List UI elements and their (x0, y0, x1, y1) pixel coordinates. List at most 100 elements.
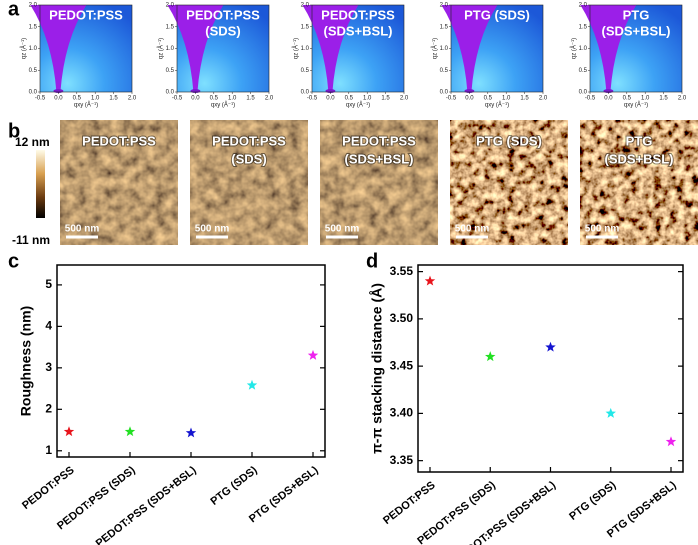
x-tick-label: PEDOT:PSS (SDS+BSL) (94, 464, 199, 545)
y-tick-label: 2.0 (301, 3, 310, 9)
x-tick-label: 1.0 (363, 96, 372, 102)
y-tick-label: 0.0 (579, 90, 588, 96)
colorbar-max: 12 nm (15, 135, 50, 149)
x-tick-label: 0.5 (623, 96, 632, 102)
y-tick-label: 1.5 (29, 24, 38, 30)
image-title: (SDS+BSL) (602, 23, 671, 38)
y-tick-label: 0.5 (579, 68, 588, 74)
star-point (485, 351, 496, 362)
afm-image (60, 120, 178, 245)
y-tick-label: 3.35 (390, 453, 414, 467)
panel-label: a (8, 0, 20, 20)
x-tick-label: 0.0 (326, 96, 335, 102)
x-tick-label: 1.5 (109, 96, 118, 102)
scale-bar-label: 500 nm (65, 224, 100, 235)
x-tick-label: 0.0 (604, 96, 613, 102)
star-point (185, 427, 197, 438)
y-axis-label: qz (Å⁻¹) (432, 38, 439, 59)
x-tick-label: -0.5 (446, 96, 457, 102)
x-tick-label: 0.5 (345, 96, 354, 102)
scale-bar-label: 500 nm (585, 224, 620, 235)
image-title: PEDOT:PSS (212, 133, 286, 148)
star-point (424, 275, 436, 286)
y-tick-label: 0.5 (301, 68, 310, 74)
y-tick-label: 5 (45, 277, 52, 291)
x-tick-label: 1.5 (659, 96, 668, 102)
x-tick-label: PEDOT:PSS (381, 479, 438, 527)
x-tick-label: 0.5 (484, 96, 493, 102)
x-tick-label: 0.5 (73, 96, 82, 102)
x-tick-label: 1.0 (91, 96, 100, 102)
beam-shadow (30, 5, 87, 92)
x-tick-label: PEDOT:PSS (20, 464, 77, 512)
y-tick-label: 3.40 (390, 406, 414, 420)
colorbar (36, 150, 45, 218)
y-tick-label: 1.5 (301, 24, 310, 30)
y-tick-label: 3.50 (390, 311, 414, 325)
x-tick-label: 0.0 (191, 96, 200, 102)
y-tick-label: 1.0 (166, 46, 175, 52)
x-tick-label: 1.5 (246, 96, 255, 102)
y-tick-label: 3.55 (390, 264, 414, 278)
plot-frame (417, 264, 684, 473)
x-axis-label: qxy (Å⁻¹) (624, 102, 648, 109)
image-title: (SDS+BSL) (324, 23, 393, 38)
y-tick-label: 0.5 (440, 68, 449, 74)
x-tick-label: 2.0 (539, 96, 548, 102)
y-tick-label: 2.0 (440, 3, 449, 9)
scale-bar-label: 500 nm (455, 224, 490, 235)
star-point (545, 341, 556, 352)
y-tick-label: 0.0 (29, 90, 38, 96)
x-tick-label: 2.0 (265, 96, 274, 102)
y-tick-label: 0.0 (166, 90, 175, 96)
y-tick-label: 2 (45, 401, 52, 415)
image-title: PTG (626, 133, 653, 148)
x-axis-label: qxy (Å⁻¹) (485, 102, 509, 109)
y-axis-label: qz (Å⁻¹) (21, 38, 28, 59)
afm-image (320, 120, 438, 245)
x-tick-label: 2.0 (400, 96, 409, 102)
y-axis-label: Roughness (nm) (18, 306, 34, 416)
y-tick-label: 1.0 (301, 46, 310, 52)
x-tick-label: 1.5 (520, 96, 529, 102)
beam-shadow (580, 5, 637, 92)
beam-shadow (167, 5, 224, 92)
x-axis-label: qxy (Å⁻¹) (346, 102, 370, 109)
image-title: (SDS+BSL) (345, 151, 414, 166)
y-axis-label: qz (Å⁻¹) (293, 38, 300, 59)
image-title: PEDOT:PSS (186, 7, 260, 22)
image-title: (SDS) (205, 23, 240, 38)
star-point (307, 349, 319, 360)
afm-image (190, 120, 308, 245)
y-axis-label: π-π stacking distance (Å) (369, 283, 385, 454)
image-title: PTG (623, 7, 650, 22)
x-tick-label: 0.0 (54, 96, 63, 102)
image-title: (SDS+BSL) (605, 151, 674, 166)
y-tick-label: 1.0 (29, 46, 38, 52)
x-tick-label: 2.0 (678, 96, 687, 102)
afm-image (450, 120, 568, 245)
star-point (665, 436, 677, 447)
beam-shadow (302, 5, 359, 92)
x-tick-label: PEDOT:PSS (SDS+BSL) (453, 479, 558, 545)
y-axis-label: qz (Å⁻¹) (158, 38, 165, 59)
x-axis-label: qxy (Å⁻¹) (74, 102, 98, 109)
image-title: PEDOT:PSS (82, 133, 156, 148)
y-tick-label: 2.0 (29, 3, 38, 9)
y-tick-label: 1.0 (440, 46, 449, 52)
x-tick-label: 0.5 (210, 96, 219, 102)
scale-bar-label: 500 nm (195, 224, 230, 235)
y-tick-label: 1 (45, 443, 52, 457)
y-tick-label: 0.0 (301, 90, 310, 96)
image-title: PTG (SDS) (476, 133, 542, 148)
star-point (246, 379, 258, 390)
x-tick-label: -0.5 (172, 96, 183, 102)
y-tick-label: 3 (45, 360, 52, 374)
x-tick-label: -0.5 (307, 96, 318, 102)
afm-image (580, 120, 698, 245)
y-tick-label: 1.5 (166, 24, 175, 30)
x-axis-label: qxy (Å⁻¹) (211, 102, 235, 109)
x-tick-label: 1.0 (228, 96, 237, 102)
y-tick-label: 2.0 (166, 3, 175, 9)
x-tick-label: -0.5 (585, 96, 596, 102)
